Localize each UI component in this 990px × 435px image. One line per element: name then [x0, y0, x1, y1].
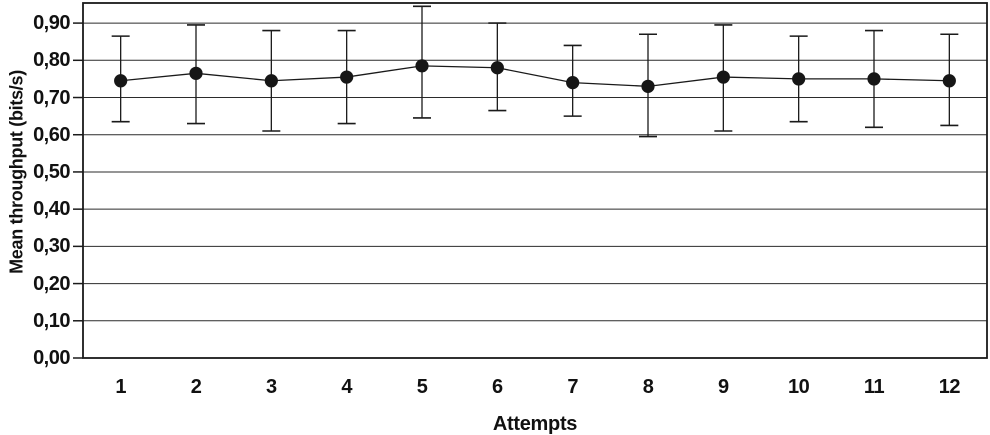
y-tick-label: 0,50 [33, 160, 70, 183]
data-point-marker [189, 66, 203, 80]
x-tick-label: 12 [938, 376, 961, 398]
y-tick-label: 0,10 [33, 309, 70, 332]
y-tick-label: 0,90 [33, 12, 70, 35]
data-point-marker [566, 76, 580, 90]
data-point-marker [792, 72, 806, 86]
y-tick-label: 0,30 [33, 235, 70, 258]
y-tick-label: 0,20 [33, 272, 70, 295]
x-tick-label: 11 [863, 376, 885, 398]
data-point-marker [114, 74, 128, 88]
data-point-marker [942, 74, 956, 88]
data-point-marker [415, 59, 429, 73]
plot-frame [82, 2, 988, 359]
series-line [120, 65, 950, 88]
x-tick-label: 10 [788, 376, 810, 398]
y-tick-label: 0,40 [33, 198, 70, 221]
x-tick-label: 7 [567, 376, 578, 398]
x-tick-label: 9 [718, 376, 729, 398]
y-tick-label: 0,80 [33, 49, 70, 72]
x-tick-label: 8 [642, 376, 654, 398]
y-tick-label: 0,60 [33, 123, 70, 146]
data-point-marker [490, 61, 504, 75]
x-axis-title: Attempts [492, 413, 578, 435]
data-point-marker [641, 79, 655, 93]
x-tick-label: 6 [492, 376, 503, 398]
data-point-marker [264, 74, 278, 88]
x-tick-label: 1 [115, 376, 126, 398]
x-tick-label: 2 [190, 376, 202, 398]
data-point-marker [867, 72, 881, 86]
x-tick-label: 3 [266, 376, 277, 398]
y-tick-label: 0,70 [33, 86, 70, 109]
data-point-marker [340, 70, 354, 84]
data-point-marker [716, 70, 730, 84]
x-tick-label: 5 [416, 376, 428, 398]
x-tick-label: 4 [341, 376, 352, 398]
y-tick-label: 0,00 [33, 347, 70, 369]
